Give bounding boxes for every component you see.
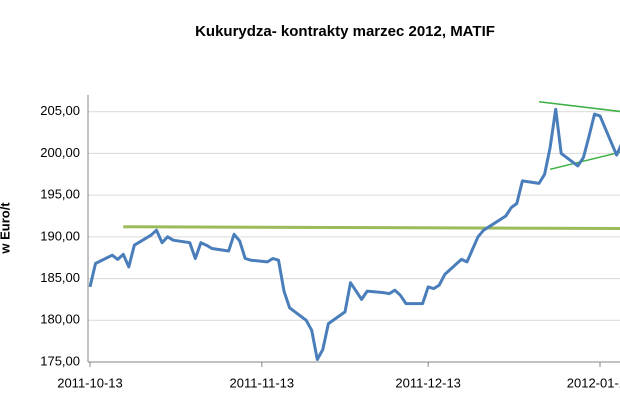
y-tick-label: 200,00 [40,145,80,160]
x-tick-label: 2012-01-13 [567,375,620,390]
x-tick-label: 2011-12-13 [395,375,461,390]
trend-line [538,100,620,113]
y-tick-label: 175,00 [40,353,80,368]
y-axis-title: w Euro/t [0,202,12,255]
y-tick-label: 180,00 [40,312,80,327]
x-tick-label: 2011-10-13 [57,375,123,390]
chart-title: Kukurydza- kontrakty marzec 2012, MATIF [195,23,495,40]
y-tick-label: 195,00 [40,187,80,202]
trend-line [549,151,620,171]
trend-line [123,225,620,230]
y-tick-label: 185,00 [40,270,80,285]
y-tick-label: 205,00 [40,103,80,118]
y-tick-label: 190,00 [40,228,80,243]
x-tick-label: 2011-11-13 [230,375,295,390]
data-line [88,107,620,361]
